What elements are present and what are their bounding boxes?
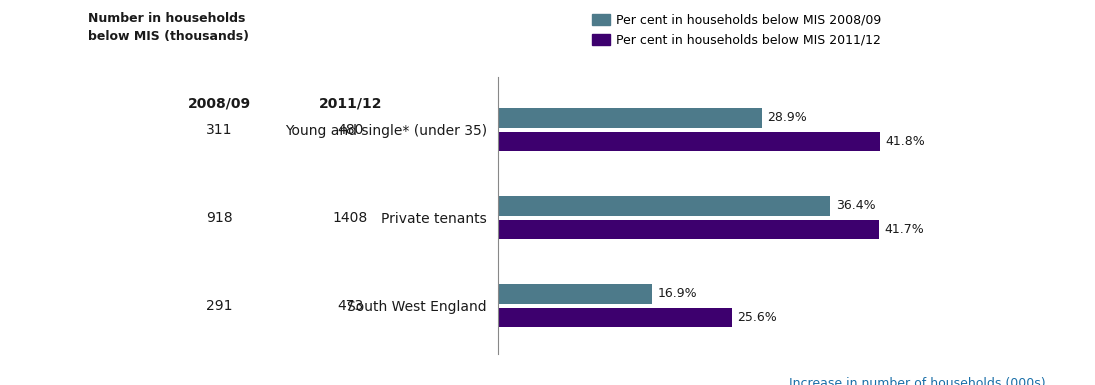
Text: 473: 473: [337, 299, 364, 313]
Text: 41.8%: 41.8%: [885, 135, 925, 148]
Text: 480: 480: [337, 123, 364, 137]
Text: 25.6%: 25.6%: [737, 311, 777, 324]
Bar: [498, 132, 879, 151]
Text: 291: 291: [206, 299, 232, 313]
Bar: [498, 108, 762, 127]
Bar: [498, 308, 731, 327]
Text: 28.9%: 28.9%: [768, 111, 807, 124]
Bar: [498, 220, 879, 239]
Legend: Per cent in households below MIS 2008/09, Per cent in households below MIS 2011/: Per cent in households below MIS 2008/09…: [592, 14, 881, 47]
Text: 36.4%: 36.4%: [835, 199, 876, 213]
Bar: [498, 284, 653, 304]
Text: 41.7%: 41.7%: [885, 223, 924, 236]
Text: Number in households
below MIS (thousands): Number in households below MIS (thousand…: [88, 12, 249, 43]
Text: 1408: 1408: [333, 211, 368, 225]
Bar: [498, 196, 830, 216]
Text: Increase in number of households (000s): Increase in number of households (000s): [789, 377, 1046, 385]
Text: 16.9%: 16.9%: [658, 288, 698, 300]
Text: 311: 311: [206, 123, 232, 137]
Text: 918: 918: [206, 211, 232, 225]
Text: 2011/12: 2011/12: [319, 96, 382, 110]
Text: 2008/09: 2008/09: [187, 96, 251, 110]
